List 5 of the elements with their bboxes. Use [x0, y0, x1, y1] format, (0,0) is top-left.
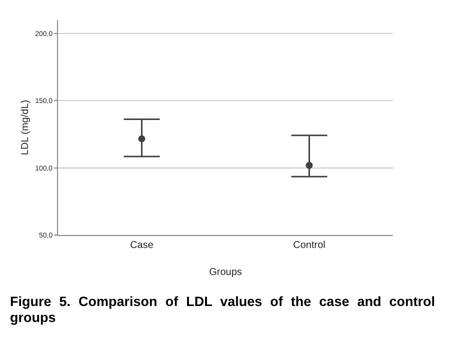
x-tick-label: Case: [130, 240, 154, 251]
caption: Figure 5. Comparison of LDL values of the case and control groups: [10, 294, 435, 326]
x-axis-title: Groups: [209, 267, 242, 278]
x-tick-label: Control: [293, 240, 326, 251]
y-axis-title: LDL (mg/dL): [20, 100, 31, 156]
